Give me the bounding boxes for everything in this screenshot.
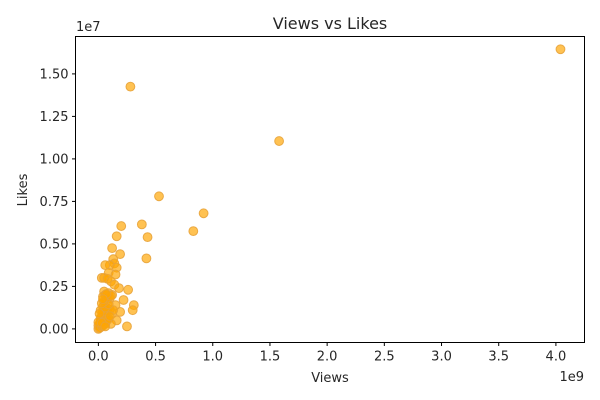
scatter-point [115,249,126,260]
x-tick-label: 3.0 [431,350,452,365]
x-tick-label: 4.0 [546,350,567,365]
scatter-point [110,269,121,280]
scatter-point [100,321,111,332]
axis-ticks: 0.0 0.5 1.0 1.5 2.0 2.5 3.0 3.5 4.0 0.00 0.25 0.50 0… [40,67,567,364]
scatter-point [94,308,105,319]
scatter-point [142,232,153,243]
scatter-point [198,208,209,219]
x-tick-label: 1.0 [202,350,223,365]
x-tick-label: 3.5 [488,350,509,365]
scatter-point [104,311,115,322]
scatter-point [154,191,164,202]
scatter-point [111,231,122,242]
x-axis-label: Views [311,371,349,386]
y-tick-label: 1.00 [40,152,69,167]
scatter-point [123,284,134,295]
scatter-point [127,305,138,316]
x-tick-label: 0.0 [88,350,109,365]
scatter-point [136,219,147,230]
scatter-point [141,253,152,264]
chart-title: Views vs Likes [273,14,388,33]
scatter-point [274,136,285,146]
x-tick-label: 1.5 [260,350,281,365]
x-offset-label: 1e9 [559,370,584,385]
y-tick-label: 0.00 [40,322,69,337]
x-tick-label: 2.0 [317,350,338,365]
scatter-point [122,321,132,332]
y-tick-label: 0.25 [40,280,69,295]
scatter-point [98,294,108,305]
scatter-point [116,221,127,231]
plot-frame [75,36,585,343]
y-tick-label: 1.50 [40,67,69,82]
y-tick-label: 0.50 [40,237,69,252]
scatter-point [555,44,566,55]
scatter-point [188,226,199,237]
y-tick-label: 1.25 [40,110,69,125]
scatter-point [114,283,124,294]
scatter-point [118,295,129,305]
y-axis-label: Likes [16,173,31,206]
data-points [93,44,566,334]
scatter-point [107,243,118,254]
x-tick-label: 2.5 [374,350,395,365]
y-tick-label: 0.75 [40,195,69,210]
x-tick-label: 0.5 [145,350,166,365]
y-offset-label: 1e7 [76,20,101,35]
scatter-point [125,81,136,92]
